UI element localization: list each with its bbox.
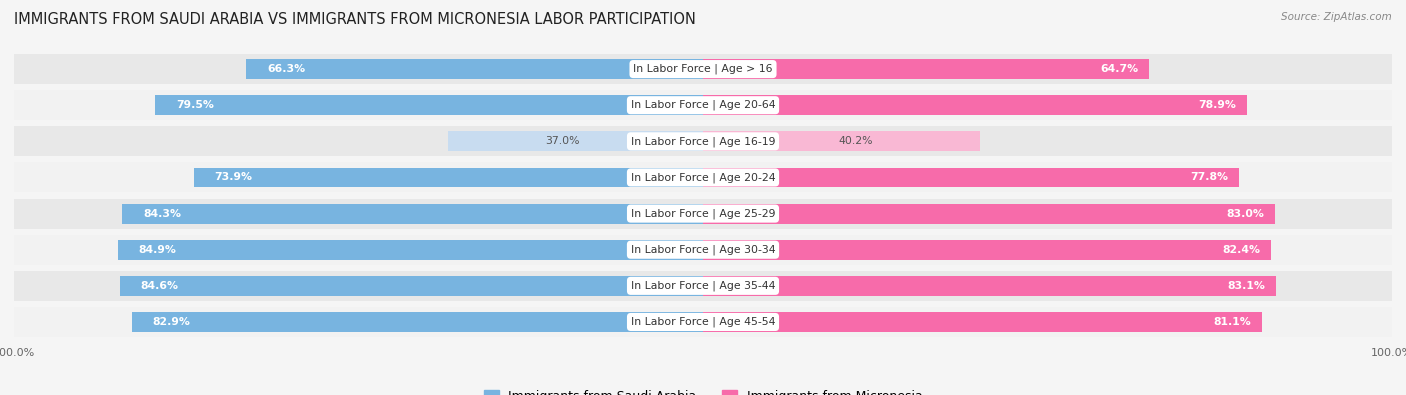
Text: 82.9%: 82.9% (152, 317, 190, 327)
Bar (14, 199, 1392, 229)
Text: 77.8%: 77.8% (1191, 173, 1229, 182)
Text: In Labor Force | Age > 16: In Labor Force | Age > 16 (633, 64, 773, 74)
Text: 83.0%: 83.0% (1226, 209, 1264, 218)
Bar (14, 235, 1392, 265)
Text: In Labor Force | Age 30-34: In Labor Force | Age 30-34 (631, 245, 775, 255)
Bar (703, 59, 1149, 79)
Bar (122, 204, 703, 224)
Bar (703, 95, 1247, 115)
Text: In Labor Force | Age 45-54: In Labor Force | Age 45-54 (631, 317, 775, 327)
Text: 66.3%: 66.3% (267, 64, 305, 74)
Text: 40.2%: 40.2% (838, 136, 873, 146)
Bar (14, 90, 1392, 120)
Bar (703, 276, 1275, 296)
Bar (703, 312, 1261, 332)
Bar (194, 167, 703, 187)
Text: 79.5%: 79.5% (176, 100, 214, 110)
Text: In Labor Force | Age 20-24: In Labor Force | Age 20-24 (631, 172, 775, 183)
Bar (120, 276, 703, 296)
Text: In Labor Force | Age 25-29: In Labor Force | Age 25-29 (631, 208, 775, 219)
Text: 83.1%: 83.1% (1227, 281, 1265, 291)
Bar (14, 54, 1392, 84)
Text: 84.9%: 84.9% (139, 245, 177, 255)
Text: In Labor Force | Age 16-19: In Labor Force | Age 16-19 (631, 136, 775, 147)
Bar (449, 132, 703, 151)
Text: Source: ZipAtlas.com: Source: ZipAtlas.com (1281, 12, 1392, 22)
Bar (14, 307, 1392, 337)
Legend: Immigrants from Saudi Arabia, Immigrants from Micronesia: Immigrants from Saudi Arabia, Immigrants… (484, 389, 922, 395)
Text: In Labor Force | Age 20-64: In Labor Force | Age 20-64 (631, 100, 775, 111)
Bar (155, 95, 703, 115)
Bar (703, 240, 1271, 260)
Bar (703, 132, 980, 151)
Text: 84.6%: 84.6% (141, 281, 179, 291)
Bar (14, 162, 1392, 192)
Bar (14, 271, 1392, 301)
Text: In Labor Force | Age 35-44: In Labor Force | Age 35-44 (631, 280, 775, 291)
Text: 81.1%: 81.1% (1213, 317, 1251, 327)
Text: IMMIGRANTS FROM SAUDI ARABIA VS IMMIGRANTS FROM MICRONESIA LABOR PARTICIPATION: IMMIGRANTS FROM SAUDI ARABIA VS IMMIGRAN… (14, 12, 696, 27)
Bar (14, 126, 1392, 156)
Text: 73.9%: 73.9% (215, 173, 253, 182)
Text: 78.9%: 78.9% (1198, 100, 1236, 110)
Text: 37.0%: 37.0% (546, 136, 581, 146)
Bar (703, 204, 1275, 224)
Bar (118, 240, 703, 260)
Bar (703, 167, 1239, 187)
Text: 64.7%: 64.7% (1101, 64, 1139, 74)
Bar (132, 312, 703, 332)
Bar (246, 59, 703, 79)
Text: 84.3%: 84.3% (143, 209, 181, 218)
Text: 82.4%: 82.4% (1222, 245, 1260, 255)
